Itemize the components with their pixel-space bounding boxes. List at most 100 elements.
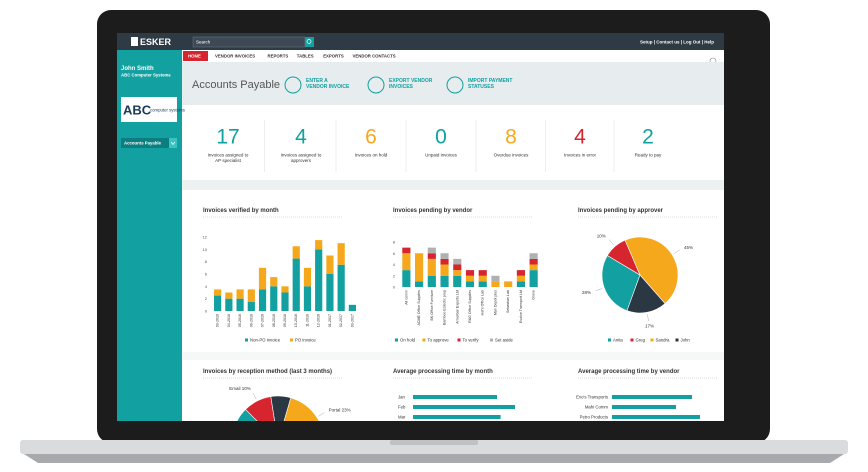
bar-segment xyxy=(427,258,436,276)
nav-bar xyxy=(182,50,724,62)
nav-tab[interactable]: EXPORTS xyxy=(323,54,344,59)
action-label[interactable]: ENTER A xyxy=(306,78,328,84)
bar-segment xyxy=(440,258,449,265)
label-leader xyxy=(673,249,680,254)
bar-segment xyxy=(337,243,345,265)
x-tick-label: 12-2016 xyxy=(317,314,321,327)
bar-segment xyxy=(516,270,525,276)
bar xyxy=(413,405,515,409)
kpi-value: 6 xyxy=(365,126,377,149)
logo: ESKER xyxy=(140,37,172,47)
menu-dropdown[interactable] xyxy=(121,138,169,148)
section-divider xyxy=(182,180,724,190)
y-tick-label: 12 xyxy=(203,235,208,240)
bar-segment xyxy=(303,267,312,287)
bar-segment xyxy=(478,270,487,276)
kpi-label: Invoices assigned to xyxy=(208,153,249,158)
section-divider xyxy=(182,352,724,360)
legend-swatch xyxy=(675,338,679,342)
chart-title: Invoices pending by vendor xyxy=(393,208,473,214)
x-tick-label: ACME Office Supplies xyxy=(417,290,421,326)
y-tick-label: 2 xyxy=(205,296,208,301)
legend-label: Sandra xyxy=(656,338,670,343)
nav-tab[interactable]: TABLES xyxy=(297,54,314,59)
legend-swatch xyxy=(290,338,293,342)
bar-segment xyxy=(415,281,424,287)
nav-tab[interactable]: REPORTS xyxy=(268,54,289,59)
x-tick-label: 03-2017 xyxy=(350,314,354,327)
bar-segment xyxy=(440,264,449,276)
legend-label: Set aside xyxy=(495,338,514,343)
logo-icon xyxy=(131,37,138,46)
top-links[interactable]: Setup | Contact us | Log Out | Help xyxy=(640,40,714,45)
bar-segment xyxy=(247,289,255,302)
legend-swatch xyxy=(630,338,634,342)
menu-label[interactable]: Accounts Payable xyxy=(124,141,162,146)
y-tick-label: 0 xyxy=(205,309,208,314)
bar-segment xyxy=(315,249,323,311)
x-tick-label: BK Office Furniture xyxy=(430,290,434,321)
y-category-label: Mahi Comm xyxy=(585,405,609,410)
menu-dropdown-button[interactable] xyxy=(169,138,177,148)
y-category-label: Feb xyxy=(398,405,406,410)
legend-swatch xyxy=(608,338,611,342)
search-button[interactable] xyxy=(305,37,314,47)
action-icon[interactable] xyxy=(446,76,464,94)
x-tick-label: Hut's Office Lab xyxy=(481,290,485,315)
bar-segment xyxy=(337,264,345,311)
page-header xyxy=(182,62,724,105)
action-icon[interactable] xyxy=(367,76,385,94)
action-label[interactable]: IMPORT PAYMENT xyxy=(468,78,512,84)
nav-tab[interactable]: VENDOR INVOICES xyxy=(215,54,255,59)
y-tick-label: 4 xyxy=(393,262,396,267)
slice-label: Email 10% xyxy=(229,386,251,391)
laptop-notch xyxy=(390,440,478,445)
laptop-base xyxy=(20,440,848,454)
bar-segment xyxy=(491,275,500,282)
x-tick-label: 03-2016 xyxy=(216,314,220,327)
kpi-label: approvers xyxy=(291,158,312,163)
label-leader xyxy=(608,239,614,246)
bar-segment xyxy=(453,264,462,271)
legend-swatch xyxy=(395,338,398,342)
legend-label: Anita xyxy=(613,338,623,343)
bar-segment xyxy=(453,258,462,265)
action-label[interactable]: VENDOR INVOICE xyxy=(306,84,350,90)
kpi-value: 8 xyxy=(505,126,517,149)
bar-segment xyxy=(529,258,538,265)
search-icon xyxy=(306,39,312,44)
legend-label: John xyxy=(681,338,691,343)
bar-segment xyxy=(270,286,278,311)
chart-title: Invoices by reception method (last 3 mon… xyxy=(203,369,332,375)
bar-segment xyxy=(504,281,513,287)
legend-swatch xyxy=(422,338,426,342)
action-label[interactable]: INVOICES xyxy=(389,84,414,90)
bar-segment xyxy=(427,275,436,287)
laptop-base-edge xyxy=(24,454,844,463)
slice-label: 17% xyxy=(645,324,654,329)
bar-segment xyxy=(478,275,487,282)
search-placeholder[interactable]: Search xyxy=(196,40,211,45)
bar-segment xyxy=(453,275,462,287)
action-icon[interactable] xyxy=(284,76,302,94)
bar xyxy=(413,415,501,419)
y-tick-label: 2 xyxy=(393,273,396,278)
bar-segment xyxy=(427,247,436,254)
nav-tab[interactable]: VENDOR CONTACTS xyxy=(353,54,396,59)
y-tick-label: 8 xyxy=(393,240,396,245)
x-tick-label: 11-2016 xyxy=(305,314,309,327)
x-tick-label: 07-2016 xyxy=(261,314,265,327)
pie-slice xyxy=(283,397,320,421)
action-label[interactable]: STATUSES xyxy=(468,84,495,90)
kpi-value: 4 xyxy=(574,126,586,149)
x-tick-label: 01-2017 xyxy=(328,314,332,327)
logo-text: ABC xyxy=(123,103,152,118)
chart-title: Invoices verified by month xyxy=(203,208,279,214)
pie-slice xyxy=(236,409,258,421)
bar-segment xyxy=(529,270,538,287)
nav-tab[interactable]: HOME xyxy=(188,54,201,59)
bar-segment xyxy=(281,286,289,293)
x-tick-label: Grove xyxy=(532,290,536,300)
kpi-value: 4 xyxy=(295,126,307,149)
action-label[interactable]: EXPORT VENDOR xyxy=(389,78,433,84)
